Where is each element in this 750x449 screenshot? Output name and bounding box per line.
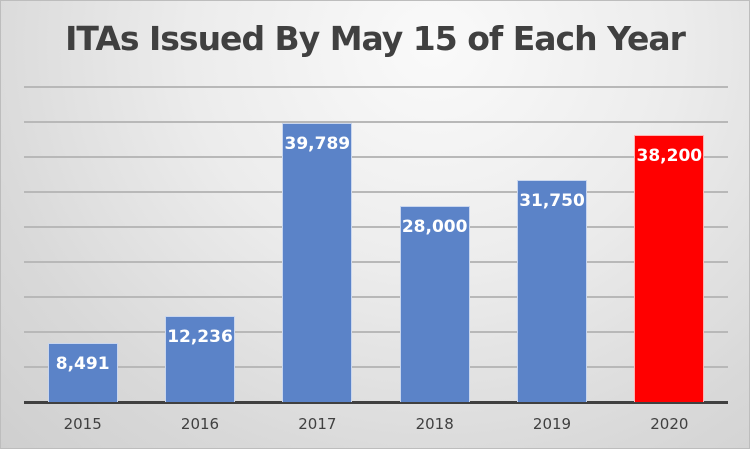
data-label: 31,750 [519,190,585,211]
x-tick-label: 2018 [415,415,454,433]
bar-2017: 39,789 [282,123,353,402]
gridline [24,226,728,228]
gridline [24,156,728,158]
x-tick-label: 2020 [650,415,689,433]
gridline [24,261,728,263]
x-axis-line [24,401,728,404]
bar-2016: 12,236 [165,316,235,402]
data-label: 28,000 [401,217,468,237]
x-tick-label: 2019 [532,415,572,433]
bar-2019: 31,750 [517,179,587,402]
x-tick-label: 2015 [63,415,102,433]
gridline [24,121,728,123]
gridline [24,366,728,368]
gridline [24,191,728,193]
bar-2015: 8,491 [47,342,118,402]
x-tick-label: 2017 [298,415,337,433]
bar-2018: 28,000 [399,206,470,402]
gridline [24,331,728,333]
gridline [24,296,728,298]
gridline [24,86,728,88]
x-tick-label: 2016 [180,415,220,433]
plot-area: 8,491 12,236 39,789 28,000 31,750 38,200 [24,86,728,404]
chart-title: ITAs Issued By May 15 of Each Year [65,19,686,58]
data-label: 8,491 [55,353,110,374]
data-label: 38,200 [636,145,703,166]
data-label: 39,789 [284,134,351,155]
data-label: 12,236 [167,327,233,348]
bar-2020: 38,200 [634,134,705,402]
